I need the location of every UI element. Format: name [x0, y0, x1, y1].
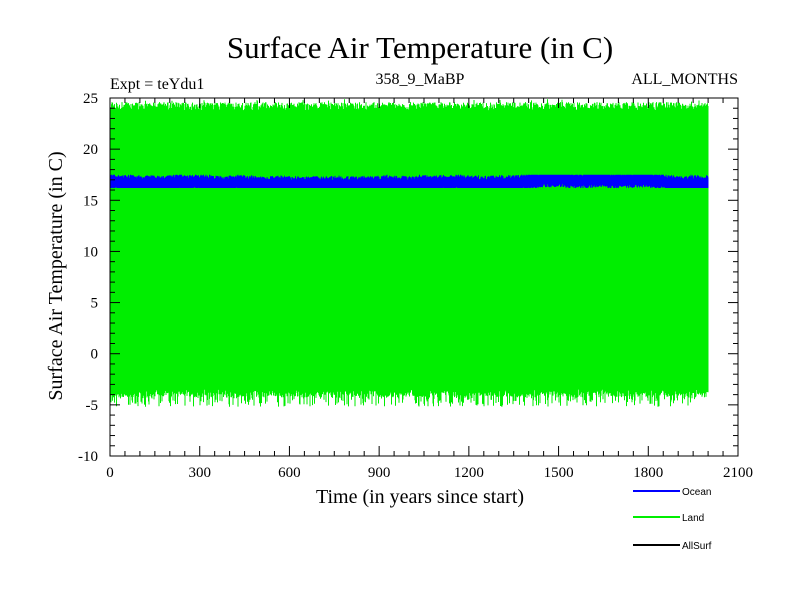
x-axis-label: Time (in years since start) [316, 486, 524, 508]
legend-label-ocean: Ocean [682, 487, 711, 498]
y-tick-label: 5 [91, 296, 99, 312]
x-tick-label: 1800 [633, 465, 663, 481]
y-tick-label: 10 [83, 244, 98, 260]
period-label: 358_9_MaBP [376, 71, 465, 88]
y-tick-label: 25 [83, 91, 98, 107]
y-tick-label: 15 [83, 193, 98, 209]
chart-title: Surface Air Temperature (in C) [227, 30, 613, 65]
x-tick-label: 0 [106, 465, 114, 481]
x-tick-label: 300 [188, 465, 211, 481]
legend-label-allsurf: AllSurf [682, 541, 712, 552]
x-tick-label: 900 [368, 465, 391, 481]
y-tick-label: -10 [78, 449, 98, 465]
x-tick-label: 2100 [723, 465, 753, 481]
y-axis-label: Surface Air Temperature (in C) [45, 151, 67, 400]
x-tick-label: 600 [278, 465, 301, 481]
y-tick-label: 0 [91, 347, 99, 363]
series-land-line [109, 99, 709, 407]
axes: 0 300 600 900 1200 1500 1800 2100 -10 -5 0 5 10 15 20 2… [78, 91, 753, 481]
experiment-label: Expt = teYdu1 [110, 76, 204, 93]
x-tick-label: 1500 [544, 465, 574, 481]
legend-label-land: Land [682, 513, 704, 524]
legend: Ocean Land AllSurf [633, 487, 712, 552]
plot-area [109, 99, 709, 407]
x-tick-label: 1200 [454, 465, 484, 481]
y-tick-label: -5 [86, 398, 99, 414]
y-tick-label: 20 [83, 142, 98, 158]
months-label: ALL_MONTHS [631, 71, 738, 88]
